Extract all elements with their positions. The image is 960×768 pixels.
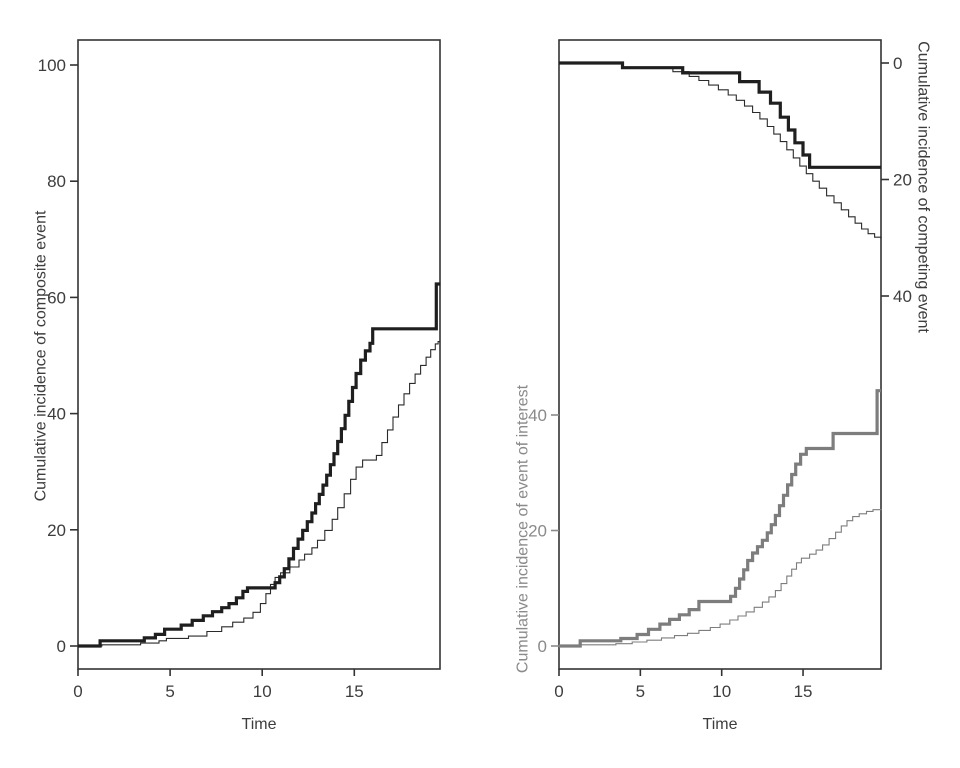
left-plot-generated: 0 20 40 60 80 100 0 5 10 15 <box>38 56 441 701</box>
right-y-axis-tick-label: 20 <box>893 171 912 190</box>
left-y-axis-tick-label: 0 <box>538 637 547 656</box>
left-y-axis-tick-label: 40 <box>528 406 547 425</box>
x-axis-tick-label: 5 <box>165 682 174 701</box>
x-axis-tick-label: 10 <box>253 682 272 701</box>
left-plot-x-axis-label: Time <box>242 716 277 733</box>
y-axis-tick-label: 80 <box>47 172 66 191</box>
x-axis-tick-label: 10 <box>712 682 731 701</box>
y-axis-tick-label: 0 <box>57 637 66 656</box>
competing-event-thin-curve <box>559 62 882 239</box>
x-axis-tick-label: 5 <box>636 682 645 701</box>
left-plot-y-axis-label: Cumulative incidence of composite event <box>33 210 50 501</box>
left-plot: 0 20 40 60 80 100 0 5 10 15 Cumulative incidence … <box>33 39 441 733</box>
right-plot-x-axis-label: Time <box>703 716 738 733</box>
x-axis-tick-label: 0 <box>554 682 563 701</box>
right-y-axis-tick-label: 40 <box>893 287 912 306</box>
left-plot-frame <box>77 39 441 670</box>
right-plot-frame <box>558 39 882 670</box>
event-of-interest-thick-curve <box>559 389 881 648</box>
y-axis-tick-label: 100 <box>38 56 66 75</box>
competing-event-thick-curve <box>559 61 881 169</box>
event-of-interest-thin-curve <box>559 509 882 647</box>
left-y-axis-tick-label: 20 <box>528 522 547 541</box>
right-y-axis-tick-label: 0 <box>893 54 902 73</box>
right-plot: 0 20 40 0 20 40 0 5 10 15 Cumulative incidence of… <box>515 39 932 733</box>
x-axis-tick-label: 15 <box>345 682 364 701</box>
y-axis-tick-label: 20 <box>47 521 66 540</box>
right-plot-generated: 0 20 40 0 20 40 0 5 10 15 <box>528 54 912 701</box>
y-axis-tick-label: 60 <box>47 288 66 307</box>
composite-event-thin-curve <box>78 341 441 647</box>
right-plot-left-y-axis-label: Cumulative incidence of event of interes… <box>515 384 532 673</box>
x-axis-tick-label: 0 <box>73 682 82 701</box>
y-axis-tick-label: 40 <box>47 405 66 424</box>
x-axis-tick-label: 15 <box>794 682 813 701</box>
right-plot-right-y-axis-label: Cumulative incidence of competing event <box>915 41 932 333</box>
composite-event-thick-curve <box>78 282 441 648</box>
